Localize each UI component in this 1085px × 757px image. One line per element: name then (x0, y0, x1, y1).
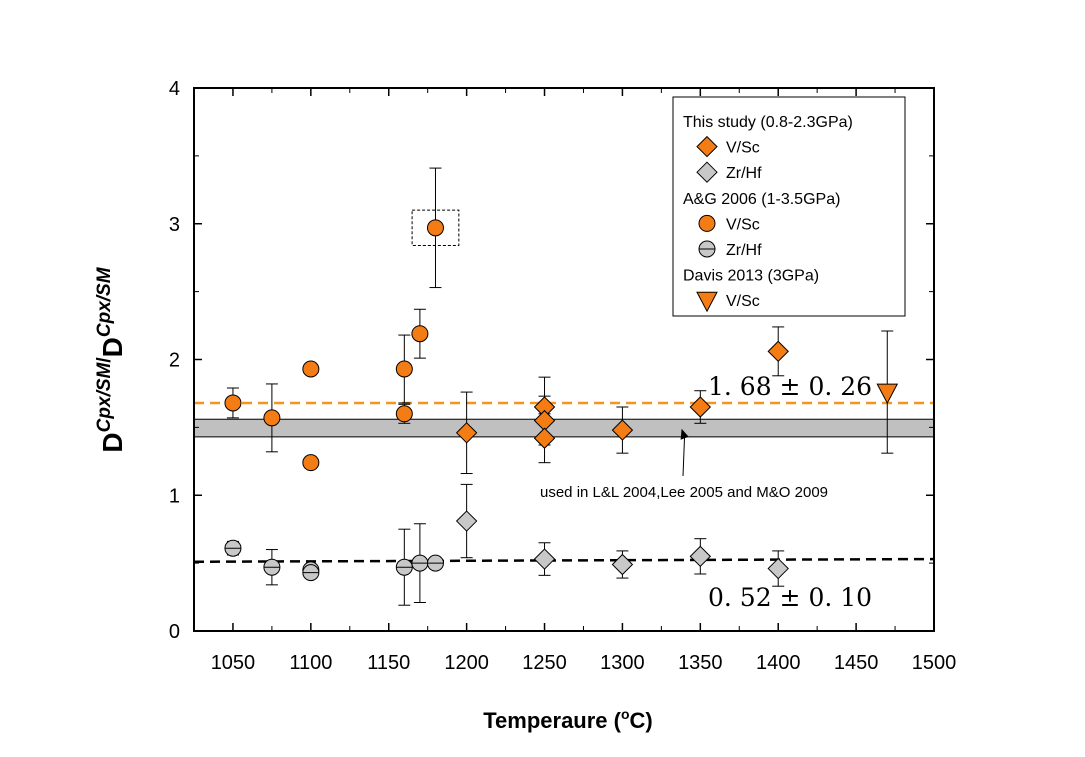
data-point-circle (263, 409, 281, 427)
data-point-diamond (533, 427, 556, 449)
data-point-diamond (689, 545, 712, 568)
legend-group-title: This study (0.8-2.3GPa) (683, 114, 853, 131)
axis-titles: Temperaure (oC) DCpx/SM/DCpx/SM (94, 266, 653, 733)
legend-marker-diamond (696, 161, 718, 183)
x-tick-label: 1400 (756, 652, 801, 674)
annotation-arrow-head (680, 428, 689, 440)
x-tick-label: 1350 (678, 652, 723, 674)
y-tick-label: 3 (169, 214, 180, 236)
x-tick-label: 1450 (834, 652, 879, 674)
data-point-diamond (455, 422, 478, 444)
data-point-diamond (689, 396, 712, 418)
y-axis-title: DCpx/SM/DCpx/SM (94, 266, 128, 452)
x-tick-label: 1300 (600, 652, 645, 674)
reference-lines (193, 401, 935, 564)
legend-entry-label: Zr/Hf (726, 242, 762, 259)
legend-entry-label: V/Sc (726, 293, 760, 310)
range-band-rect (193, 418, 935, 438)
data-point-diamond (767, 557, 789, 580)
y-tick-label: 0 (169, 621, 180, 643)
x-tick-label: 1150 (367, 652, 410, 674)
data-point-diamond (455, 510, 478, 532)
data-point-diamond (611, 553, 634, 576)
legend: This study (0.8-2.3GPa) V/Sc Zr/Hf A&G 2006… (672, 96, 906, 317)
data-point-triangle-down (876, 383, 899, 405)
annotations: used in L&L 2004,Lee 2005 and M&O 2009 1.… (411, 209, 872, 612)
black-fit-label: 0. 52 ± 0. 10 (708, 583, 872, 612)
legend-marker-circle (698, 214, 716, 232)
data-point-circle (395, 405, 413, 423)
x-tick-label: 1100 (289, 652, 332, 674)
data-point-circle (411, 325, 429, 343)
recommended-range-band (193, 418, 935, 438)
x-tick-label: 1500 (912, 652, 957, 674)
data-point-circle (302, 454, 320, 472)
y-tick-label: 4 (169, 78, 180, 100)
data-point-circle (426, 219, 444, 237)
legend-group-title: Davis 2013 (3GPa) (683, 268, 819, 285)
x-tick-label: 1250 (522, 652, 567, 674)
axes: 1050 1100 1150 1200 1250 1300 1350 1400 1450 1500… (169, 78, 956, 674)
legend-entry-label: V/Sc (726, 140, 760, 157)
band-annotation-text: used in L&L 2004,Lee 2005 and M&O 2009 (540, 484, 828, 501)
x-axis-title: Temperaure (oC) (483, 706, 653, 733)
legend-marker-diamond (696, 135, 718, 158)
data-point-circle (395, 360, 413, 378)
data-points (224, 219, 899, 582)
y-tick-label: 2 (169, 350, 180, 372)
data-point-circle (224, 394, 242, 412)
legend-group-title: A&G 2006 (1-3.5GPa) (683, 191, 840, 208)
legend-entry-label: V/Sc (726, 216, 760, 233)
y-tick-label: 1 (169, 485, 180, 507)
data-point-diamond (767, 340, 789, 363)
legend-box (672, 96, 906, 317)
annotation-arrow-line (682, 434, 686, 477)
data-point-circle (302, 360, 320, 378)
black-mean-line (193, 557, 935, 564)
x-tick-label: 1050 (211, 652, 256, 674)
legend-marker-triangle-down (696, 291, 718, 313)
data-point-diamond (611, 419, 634, 441)
data-point-diamond (533, 548, 556, 570)
x-tick-label: 1200 (444, 652, 489, 674)
legend-entry-label: Zr/Hf (726, 165, 762, 182)
orange-fit-label: 1. 68 ± 0. 26 (708, 372, 872, 401)
